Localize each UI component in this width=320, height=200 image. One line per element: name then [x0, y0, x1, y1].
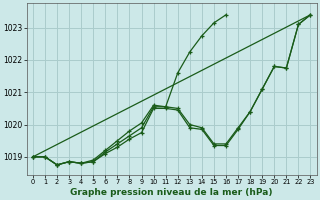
- X-axis label: Graphe pression niveau de la mer (hPa): Graphe pression niveau de la mer (hPa): [70, 188, 273, 197]
